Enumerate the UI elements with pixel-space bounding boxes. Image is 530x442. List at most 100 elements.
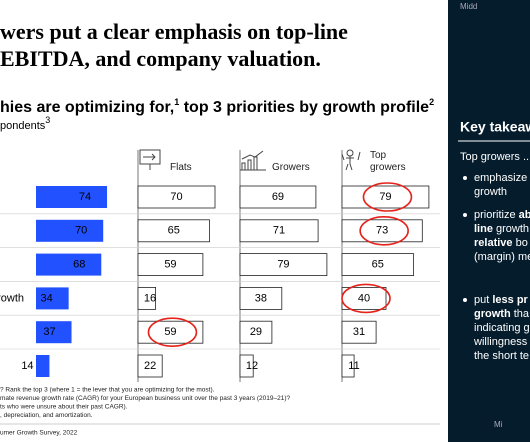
value-label: 73 bbox=[376, 225, 388, 237]
bullet-segment: the short te bbox=[474, 350, 529, 362]
column-header: Top growers bbox=[370, 150, 406, 173]
value-label: 40 bbox=[358, 292, 370, 304]
bullet-segment: less pr bbox=[492, 294, 528, 306]
subtitle-part: pondents bbox=[0, 120, 46, 132]
bullet-line: put less pr bbox=[474, 294, 529, 306]
bar bbox=[239, 253, 328, 277]
value-label: 79 bbox=[379, 191, 391, 203]
subtitle: hies are optimizing for,1 top 3 prioriti… bbox=[0, 97, 434, 116]
icon-growers bbox=[240, 150, 266, 171]
slide-title: wers put a clear emphasis on top-line bbox=[0, 19, 348, 44]
bar bbox=[36, 219, 104, 242]
value-label: 65 bbox=[372, 259, 384, 271]
value-label: 79 bbox=[277, 259, 289, 271]
bar bbox=[239, 320, 273, 344]
value-label: 37 bbox=[43, 326, 55, 338]
value-label: 70 bbox=[170, 191, 182, 203]
panel-footer: Mi bbox=[494, 420, 503, 429]
column-header: Flats bbox=[170, 162, 192, 173]
subtitle-part: hies are optimizing for, bbox=[0, 99, 174, 116]
value-label: 59 bbox=[164, 259, 176, 271]
row-label: rowth bbox=[0, 292, 24, 304]
bar bbox=[137, 185, 216, 209]
value-label: 34 bbox=[41, 292, 53, 304]
panel-intro: Top growers ... bbox=[460, 151, 530, 163]
bar bbox=[36, 253, 102, 276]
highlight-circle bbox=[341, 283, 391, 314]
bar bbox=[137, 286, 157, 310]
bar bbox=[341, 253, 414, 277]
bullet-dot bbox=[463, 213, 467, 217]
value-label: 29 bbox=[250, 326, 262, 338]
bar bbox=[239, 354, 254, 378]
value-label: 68 bbox=[73, 259, 85, 271]
bullet-line: growth bbox=[474, 186, 507, 198]
panel-heading: Key takeaw bbox=[460, 119, 530, 135]
bullet-segment: growth bbox=[493, 223, 529, 235]
value-label: 74 bbox=[79, 191, 91, 203]
column-header-line: Flats bbox=[170, 162, 192, 173]
footnote: , depreciation, and amortization. bbox=[0, 412, 93, 419]
bar bbox=[36, 321, 72, 344]
bullet-line: (margin) me bbox=[474, 251, 530, 263]
bullet-line: indicating g bbox=[474, 322, 530, 334]
bullet-line: emphasize bbox=[474, 172, 527, 184]
bullet-segment: ab bbox=[519, 209, 530, 221]
bar bbox=[341, 354, 355, 378]
bullet-segment: put bbox=[474, 294, 492, 306]
value-label: 22 bbox=[144, 360, 156, 372]
footnote-ref: 3 bbox=[45, 115, 50, 125]
bullet-segment: growth bbox=[474, 308, 511, 320]
value-label: 69 bbox=[272, 191, 284, 203]
footnote: ts who were unsure about their past CAGR… bbox=[0, 404, 128, 411]
bullet-line: willingness bbox=[473, 336, 528, 348]
highlight-circle bbox=[362, 182, 413, 212]
value-label: 59 bbox=[164, 326, 176, 338]
bullet-dot bbox=[463, 176, 467, 180]
source: umer Growth Survey, 2022 bbox=[0, 430, 78, 437]
bar bbox=[137, 219, 210, 243]
bullet-segment: emphasize bbox=[474, 172, 527, 184]
bullet-segment: willingness bbox=[473, 336, 528, 348]
column-header: Growers bbox=[272, 162, 310, 173]
bullet-dot bbox=[463, 298, 467, 302]
bullet-segment: relative bbox=[474, 237, 513, 249]
bullet-segment: (margin) me bbox=[474, 251, 530, 263]
bar bbox=[36, 186, 108, 208]
column-header-line: Growers bbox=[272, 162, 310, 173]
subtitle: pondents3 bbox=[0, 115, 50, 132]
column-header-line: growers bbox=[370, 162, 406, 173]
value-label: 11 bbox=[348, 360, 359, 372]
bar bbox=[341, 185, 430, 209]
bullet-segment: indicating g bbox=[474, 322, 530, 334]
bullet-line: growth tha bbox=[474, 308, 530, 320]
bar bbox=[137, 354, 163, 378]
subtitle-part: top 3 priorities by growth profile bbox=[179, 99, 429, 116]
highlight-circle bbox=[359, 216, 409, 246]
bar bbox=[137, 253, 204, 277]
slide-title: EBITDA, and company valuation. bbox=[0, 46, 321, 71]
bullet-segment: bo bbox=[513, 237, 528, 249]
highlight-circle bbox=[147, 317, 198, 348]
bullet-segment: growth bbox=[474, 186, 507, 198]
value-label: 71 bbox=[273, 225, 285, 237]
bullet-line: line growth bbox=[474, 223, 529, 235]
value-label: 38 bbox=[255, 292, 267, 304]
bar bbox=[239, 185, 317, 209]
bullet-segment: prioritize bbox=[474, 209, 519, 221]
bullet-line: the short te bbox=[474, 350, 529, 362]
value-label: 31 bbox=[353, 326, 365, 338]
value-label: 12 bbox=[246, 360, 258, 372]
bar bbox=[239, 286, 283, 310]
footnote-ref: 2 bbox=[429, 97, 434, 107]
bullet-segment: tha bbox=[511, 308, 530, 320]
bullet-line: prioritize ab bbox=[474, 209, 530, 221]
value-label: 65 bbox=[168, 225, 180, 237]
bullet-segment: line bbox=[474, 223, 493, 235]
footnote-ref: 1 bbox=[174, 97, 179, 107]
value-label: 14 bbox=[21, 360, 33, 372]
bar bbox=[36, 355, 50, 377]
value-label: 70 bbox=[75, 225, 87, 237]
value-label: 16 bbox=[144, 292, 156, 304]
